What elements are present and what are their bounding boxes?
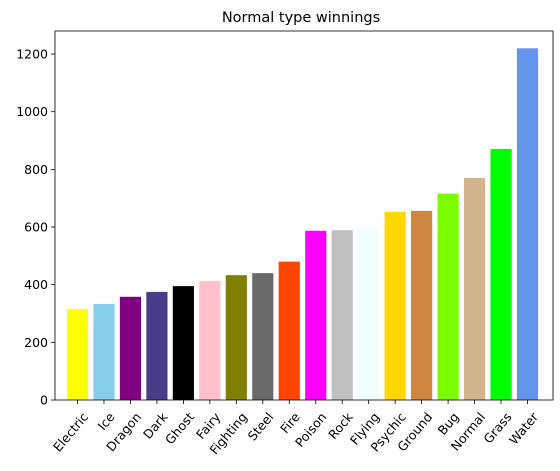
bar-electric	[66, 308, 89, 400]
y-tick-label-1200: 1200	[16, 47, 48, 62]
x-tick-label-ice: Ice	[94, 409, 117, 433]
bar-ice	[93, 304, 115, 400]
bar-psychic	[384, 211, 406, 400]
bar-dragon	[119, 296, 142, 400]
y-tick-label-600: 600	[24, 220, 48, 235]
y-tick-label-1000: 1000	[16, 104, 48, 119]
bar-normal	[463, 178, 486, 400]
bar-bug	[437, 193, 459, 400]
bar-fire	[278, 261, 300, 400]
x-axis: Electric IceDragonDarkGhostFairyFightingS…	[50, 400, 542, 457]
bar-grass	[490, 148, 512, 400]
y-axis: 0 200 400 600 800 1000 1200	[16, 47, 55, 408]
y-tick-label-200: 200	[24, 335, 48, 350]
bar-ground	[411, 210, 433, 400]
bar-fairy	[199, 280, 221, 400]
x-tick-label-steel: Steel	[245, 409, 277, 443]
bar-poison	[305, 230, 327, 400]
bar-flying	[358, 227, 380, 400]
y-tick-label-800: 800	[24, 162, 48, 177]
bar-water	[516, 48, 539, 400]
chart-title: Normal type winnings	[222, 10, 380, 26]
x-tick-label-ghost: Ghost	[162, 409, 197, 447]
y-tick-label-0: 0	[40, 393, 48, 408]
bars-group	[66, 48, 539, 400]
bar-fighting	[225, 275, 247, 400]
plot-frame	[54, 30, 554, 401]
bar-rock	[331, 230, 353, 400]
bar-dark	[146, 291, 168, 400]
x-tick-label-water: Water	[506, 409, 542, 448]
bar-ghost	[172, 286, 194, 400]
bar-steel	[252, 273, 274, 400]
y-tick-label-400: 400	[24, 277, 48, 292]
x-tick-label-electric: Electric	[50, 409, 91, 454]
